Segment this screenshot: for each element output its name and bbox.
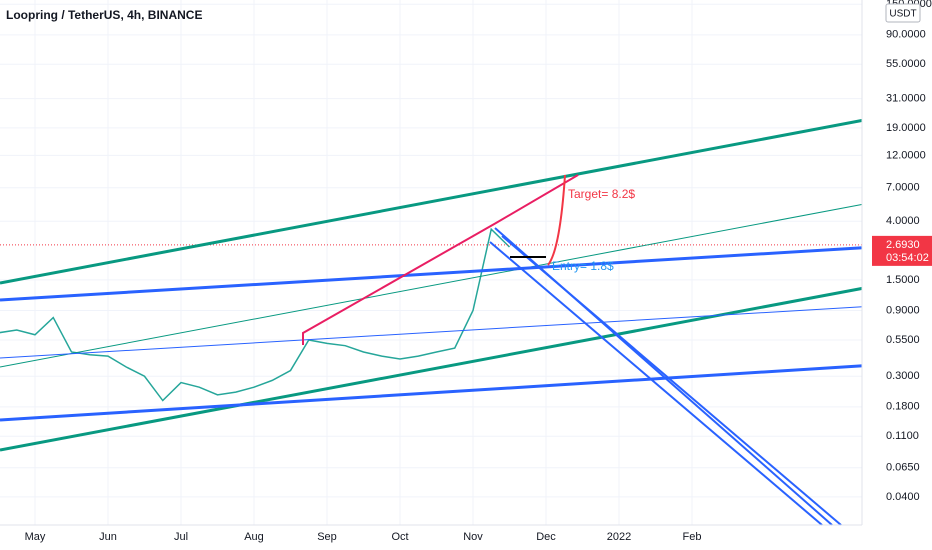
price-axis [862,0,932,550]
y-tick-label: 19.0000 [886,122,926,134]
y-tick-label: 12.0000 [886,149,926,161]
drawings [0,116,876,526]
annotation: Entry= 1.8$ [552,259,614,273]
y-tick-label: 1.5000 [886,274,920,286]
target-curve [547,174,566,266]
trend-line [0,245,876,302]
x-tick-label: Jun [99,531,117,543]
y-tick-label: 0.0650 [886,462,920,474]
y-tick-label: 4.0000 [886,215,920,227]
y-tick-label: 90.0000 [886,29,926,41]
x-tick-label: Jul [174,531,188,543]
currency-box [885,3,921,23]
x-tick-label: Nov [463,531,483,543]
y-tick-label: 0.1100 [886,430,919,442]
y-tick-label: 0.0400 [886,491,920,503]
x-tick-label: 2022 [607,531,631,543]
annotation: Target= 8.2$ [568,187,635,201]
price-label: 2.6930 [886,239,920,251]
trend-line [0,116,876,285]
pink-channel [302,174,579,345]
y-tick-label: 0.9000 [886,304,920,316]
y-tick-label: 31.0000 [886,93,926,105]
y-tick-label: 7.0000 [886,182,920,194]
trend-line [0,201,876,368]
trend-line [0,363,876,422]
falling-channel [489,241,823,526]
x-tick-label: Sep [317,531,337,543]
trend-line [0,284,876,452]
x-tick-label: Aug [244,531,264,543]
trend-line [0,305,876,359]
y-tick-label: 0.1800 [886,401,920,413]
currency: USDT [889,9,916,20]
y-tick-label: 0.5500 [886,334,920,346]
plot-area [0,0,862,525]
x-tick-label: Feb [683,531,702,543]
x-tick-label: May [25,531,46,543]
y-tick-label: 0.3000 [886,370,920,382]
price-line [0,227,511,402]
falling-channel [501,235,842,526]
x-tick-label: Oct [391,531,408,543]
x-tick-label: Dec [536,531,556,543]
chart-title: Loopring / TetherUS, 4h, BINANCE [6,8,202,22]
countdown: 03:54:02 [886,252,929,264]
y-tick-label: 55.0000 [886,58,926,70]
price-label-box [872,235,932,266]
